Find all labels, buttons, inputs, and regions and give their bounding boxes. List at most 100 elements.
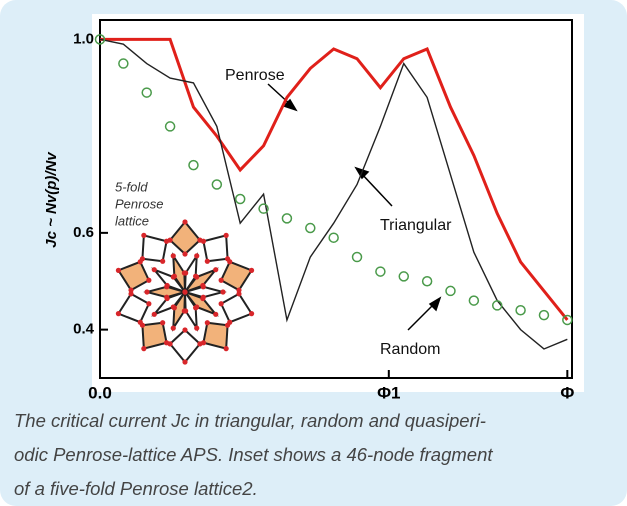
data-point (491, 300, 503, 311)
caption-line: The critical current Jc in triangular, r… (14, 410, 486, 431)
lattice-node (146, 301, 152, 307)
caption-line: odic Penrose-lattice APS. Inset shows a … (14, 444, 493, 465)
series-label: Random (380, 341, 440, 358)
lattice-node (182, 327, 188, 333)
x-tick-label: 0.0 (88, 383, 112, 400)
arrowhead (282, 98, 298, 112)
series-line (100, 37, 569, 321)
lattice-node (194, 274, 200, 280)
inset-label-line: Penrose (115, 196, 163, 211)
y-tick-label: 0.6 (73, 224, 94, 241)
lattice-node (139, 256, 146, 262)
lattice-node (200, 282, 206, 289)
data-point (398, 271, 410, 282)
lattice-node (171, 273, 177, 279)
data-point (305, 222, 316, 234)
data-point (515, 305, 526, 316)
lattice-node (223, 346, 229, 352)
y-tick-label: 1.0 (73, 30, 94, 47)
data-point (234, 193, 246, 205)
lattice-node (248, 267, 255, 273)
data-point (445, 285, 456, 297)
chart: Jc ~ Nv(p)/Nv 5-fold Penrose lattice 0.4… (43, 14, 584, 400)
lattice-node (218, 301, 224, 307)
lattice-node (115, 311, 122, 317)
lattice-node (151, 311, 157, 317)
lattice-node (193, 305, 199, 311)
x-tick-label: Φ (560, 383, 574, 400)
lattice-node (170, 253, 176, 259)
lattice-node (115, 267, 122, 273)
data-point (562, 314, 573, 326)
lattice-node (248, 311, 255, 317)
lattice-node (151, 267, 157, 273)
lattice-node (170, 304, 176, 310)
data-point (141, 87, 152, 98)
series-label: Penrose (225, 67, 285, 84)
lattice-node (204, 320, 210, 326)
inset-label-line: 5-fold (115, 179, 148, 194)
series-line (99, 38, 568, 350)
lattice-node (183, 270, 189, 276)
lattice-node (236, 291, 242, 297)
data-point (421, 275, 433, 287)
lattice-node (213, 267, 219, 273)
lattice-node (182, 289, 188, 295)
lattice-node (141, 346, 147, 352)
lattice-node (182, 219, 188, 225)
lattice-node (128, 291, 134, 297)
lattice-node (204, 258, 210, 264)
lattice-node (200, 238, 207, 244)
lattice-node (164, 282, 170, 289)
inset-lattice (115, 219, 255, 365)
data-point (328, 232, 339, 243)
lattice-node (213, 311, 219, 317)
y-axis-label: Jc ~ Nv(p)/Nv (43, 151, 60, 248)
data-point (375, 266, 386, 277)
lattice-node (163, 340, 170, 346)
data-point (258, 203, 269, 214)
lattice-node (224, 322, 231, 328)
lattice-node (220, 289, 226, 295)
data-point (538, 309, 550, 321)
lattice-node (236, 287, 242, 293)
caption-line: of a five-fold Penrose lattice2. (14, 478, 258, 499)
inset-label: 5-fold Penrose lattice (115, 179, 163, 228)
x-tick-label: Φ1 (377, 383, 400, 400)
inset-label-line: lattice (115, 213, 149, 228)
lattice-node (218, 277, 224, 283)
data-point (164, 121, 176, 132)
lattice-node (141, 232, 147, 238)
series-label: Triangular (380, 217, 452, 234)
lattice-node (144, 289, 150, 295)
arrowhead (428, 296, 442, 312)
lattice-node (182, 359, 188, 365)
lattice-node (128, 287, 134, 293)
lattice-node (194, 253, 200, 259)
lattice-node (197, 341, 203, 347)
arrow (359, 171, 393, 207)
lattice-node (227, 259, 233, 265)
arrow (407, 301, 437, 331)
lattice-node (182, 251, 188, 257)
lattice-node (181, 308, 187, 314)
plot-frame (99, 19, 573, 379)
data-point (351, 251, 363, 263)
data-point (211, 179, 223, 190)
data-point (94, 34, 106, 45)
lattice-node (170, 325, 176, 331)
lattice-node (137, 319, 143, 325)
data-point (188, 159, 199, 171)
lattice-node (194, 325, 200, 331)
lattice-node (146, 277, 152, 283)
lattice-node (160, 258, 166, 264)
data-point (118, 58, 129, 69)
data-point (281, 213, 293, 224)
lattice-node (200, 295, 206, 302)
y-tick-label: 0.4 (73, 321, 95, 338)
data-point (468, 295, 480, 306)
caption: The critical current Jc in triangular, r… (14, 404, 614, 506)
lattice-node (167, 237, 173, 243)
lattice-node (164, 294, 170, 300)
lattice-node (160, 320, 166, 326)
